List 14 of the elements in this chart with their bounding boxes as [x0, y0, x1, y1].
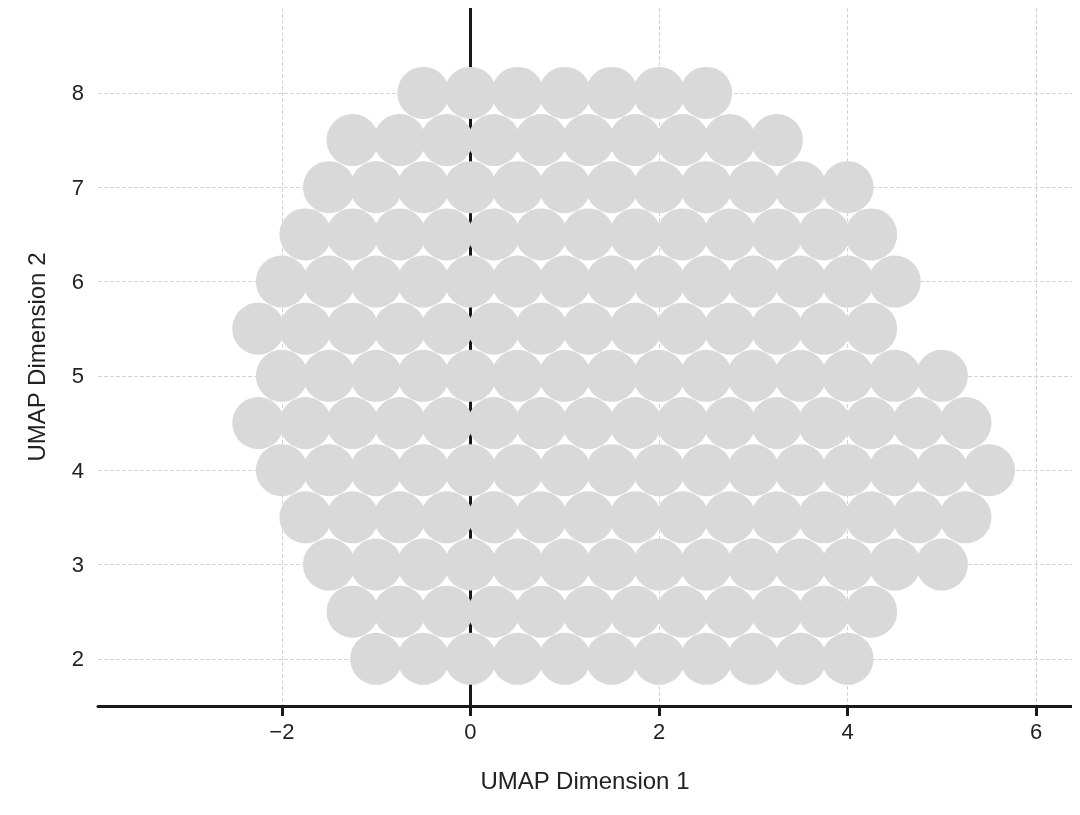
x-tick-label: 0 [464, 718, 477, 744]
y-tick-label: 4 [71, 457, 84, 483]
y-tick-label: 3 [71, 552, 84, 578]
y-axis-title: UMAP Dimension 2 [22, 252, 50, 462]
y-tick-label: 2 [71, 646, 84, 672]
x-axis-title: UMAP Dimension 1 [480, 766, 690, 794]
y-tick-label: 6 [71, 269, 84, 295]
x-tick-label: 4 [841, 718, 854, 744]
x-tick-label: 6 [1030, 718, 1043, 744]
y-tick-label: 5 [71, 363, 84, 389]
x-tick-label: 2 [652, 718, 666, 744]
y-tick-label: 8 [71, 80, 84, 106]
x-tick-label: −2 [269, 718, 295, 744]
y-tick-label: 7 [71, 174, 84, 200]
